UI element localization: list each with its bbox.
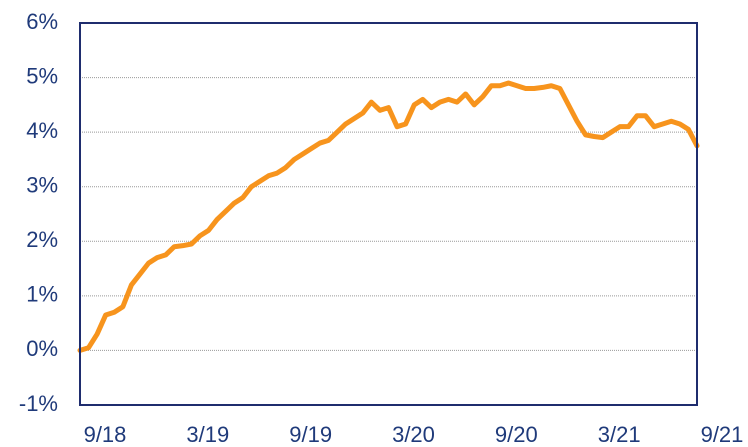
x-tick-label: 3/21 <box>598 422 641 447</box>
plot-frame <box>79 22 698 406</box>
x-tick-label: 9/19 <box>289 422 332 447</box>
y-tick-label: -1% <box>19 391 58 416</box>
x-tick-label: 9/20 <box>495 422 538 447</box>
labels: -1% 0% 1% 2% 3% 4% 5% 6% 9/18 3/19 9/19 3/20 9/20 3/2… <box>19 9 744 447</box>
x-tick-label: 3/19 <box>186 422 229 447</box>
x-tick-label: 9/21 <box>701 422 744 447</box>
x-tick-label: 3/20 <box>392 422 435 447</box>
y-tick-label: 0% <box>26 336 58 361</box>
y-tick-label: 3% <box>26 173 58 198</box>
y-tick-label: 5% <box>26 63 58 88</box>
y-tick-label: 6% <box>26 9 58 34</box>
line <box>77 80 700 353</box>
y-tick-label: 1% <box>26 282 58 307</box>
y-tick-label: 4% <box>26 118 58 143</box>
x-tick-label: 9/18 <box>84 422 127 447</box>
grid <box>80 22 697 406</box>
y-tick-label: 2% <box>26 227 58 252</box>
plot <box>77 80 700 353</box>
